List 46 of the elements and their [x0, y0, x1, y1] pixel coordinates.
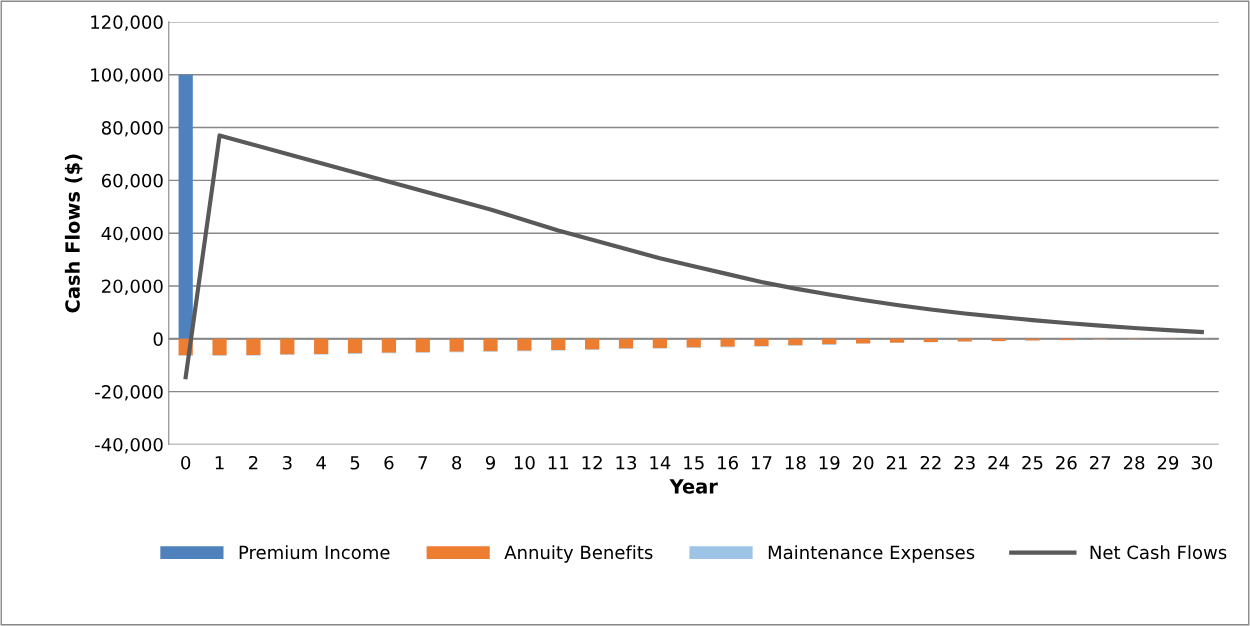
x-tick-label: 27	[1090, 455, 1111, 470]
x-tick-label: 2	[249, 455, 258, 470]
y-tick-label: 40,000	[101, 226, 163, 243]
x-tick-label: 4	[316, 456, 326, 470]
x-tick-label: 7	[418, 456, 427, 470]
legend-label: Annuity Benefits	[504, 545, 653, 563]
y-tick-label: 0	[153, 332, 163, 346]
y-tick-label: -40,000	[95, 437, 163, 454]
legend-label: Premium Income	[239, 545, 390, 560]
x-tick-label: 3	[282, 455, 292, 470]
x-tick-label: 14	[650, 456, 671, 470]
y-axis-title: Cash Flows ($)	[64, 154, 83, 313]
legend-label: Maintenance Expenses	[768, 545, 975, 563]
legend-label: Net Cash Flows	[1090, 545, 1227, 560]
x-tick-label: 5	[350, 456, 360, 470]
y-tick-label: 60,000	[101, 173, 163, 190]
x-tick-label: 17	[751, 456, 772, 470]
x-tick-label: 24	[988, 455, 1010, 470]
x-tick-label: 15	[684, 456, 704, 470]
x-tick-label: 18	[785, 455, 806, 470]
x-tick-label: 16	[718, 455, 738, 470]
y-tick-label: -20,000	[95, 385, 163, 401]
x-tick-label: 12	[582, 455, 602, 470]
y-tick-label: 120,000	[91, 15, 163, 31]
x-tick-label: 10	[514, 455, 535, 470]
x-tick-label: 29	[1157, 455, 1179, 470]
x-tick-label: 30	[1191, 455, 1213, 470]
y-tick-label: 80,000	[101, 121, 163, 137]
x-tick-label: 1	[215, 456, 224, 470]
y-tick-label: 20,000	[102, 279, 163, 295]
x-tick-label: 6	[384, 455, 394, 470]
x-tick-label: 20	[852, 455, 874, 470]
x-axis-title: Year	[669, 479, 718, 494]
x-tick-label: 26	[1056, 455, 1077, 470]
x-tick-label: 22	[920, 455, 941, 470]
x-tick-label: 11	[548, 456, 569, 470]
x-tick-label: 19	[819, 455, 840, 470]
x-tick-label: 8	[452, 455, 462, 470]
x-tick-label: 13	[616, 455, 637, 470]
x-tick-label: 0	[181, 455, 191, 470]
x-tick-label: 25	[1022, 455, 1043, 470]
y-tick-label: 100,000	[91, 68, 163, 84]
x-tick-label: 23	[954, 455, 975, 470]
x-tick-label: 21	[886, 455, 907, 470]
x-tick-label: 9	[485, 455, 495, 470]
x-tick-label: 28	[1123, 455, 1145, 470]
